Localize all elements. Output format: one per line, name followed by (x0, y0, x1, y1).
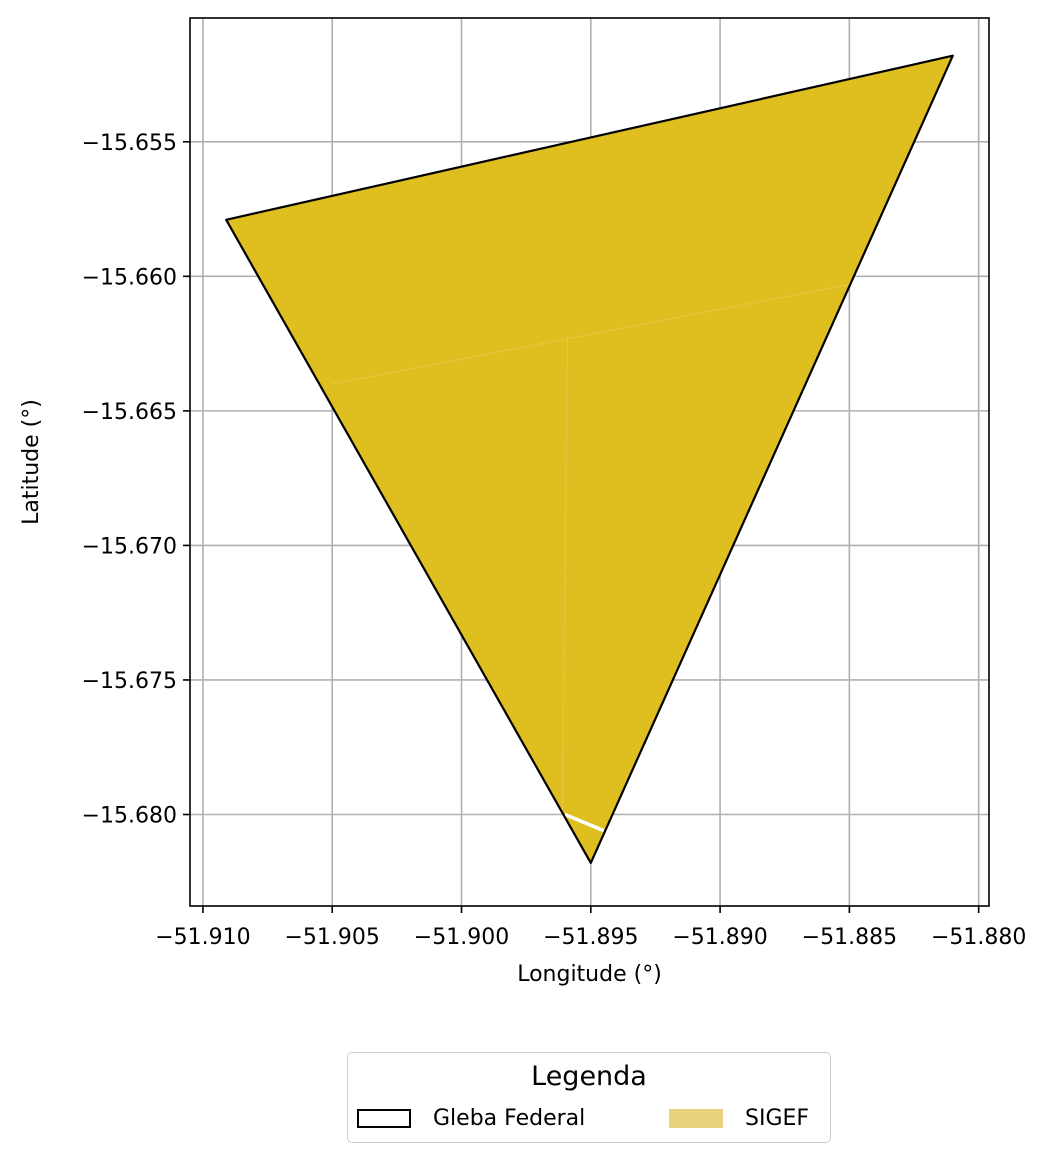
legend-item-gleba-federal: Gleba Federal (357, 1106, 585, 1131)
white-gap-segment (564, 812, 605, 833)
x-tick-label: −51.885 (802, 925, 897, 950)
x-tick-label: −51.905 (285, 925, 380, 950)
polygon-sigef (226, 55, 953, 863)
x-tick-label: −51.900 (414, 925, 509, 950)
plot-frame (189, 17, 990, 907)
legend: Legenda Gleba Federal SIGEF (347, 1052, 831, 1143)
y-axis-label: Latitude (°) (19, 399, 44, 525)
legend-label-gleba-federal: Gleba Federal (433, 1106, 586, 1131)
y-tick-label: −15.665 (82, 400, 177, 425)
x-axis-label: Longitude (°) (517, 962, 662, 987)
x-tick-label: −51.910 (155, 925, 250, 950)
parcel-boundary-line (561, 335, 569, 815)
data-layer (225, 54, 954, 865)
legend-label-sigef: SIGEF (745, 1106, 810, 1131)
x-tick-label: −51.880 (931, 925, 1026, 950)
tick-layer: −51.910 −51.905 −51.900 −51.895 −51.890 −51.8… (82, 131, 1027, 950)
parcel-boundary-line (332, 283, 850, 385)
x-tick-label: −51.890 (672, 925, 767, 950)
legend-swatch-sigef (669, 1109, 723, 1128)
legend-item-sigef: SIGEF (669, 1106, 809, 1131)
x-tick-label: −51.895 (543, 925, 638, 950)
legend-swatch-gleba-federal (357, 1109, 411, 1128)
y-tick-label: −15.680 (82, 804, 177, 829)
legend-title: Legenda (531, 1061, 647, 1092)
map-chart: −51.910 −51.905 −51.900 −51.895 −51.890 −51.8… (19, 17, 1027, 987)
y-tick-label: −15.670 (82, 534, 177, 559)
polygon-gleba-federal (225, 54, 954, 865)
y-tick-label: −15.660 (82, 265, 177, 290)
y-tick-label: −15.655 (82, 131, 177, 156)
y-tick-label: −15.675 (82, 669, 177, 694)
